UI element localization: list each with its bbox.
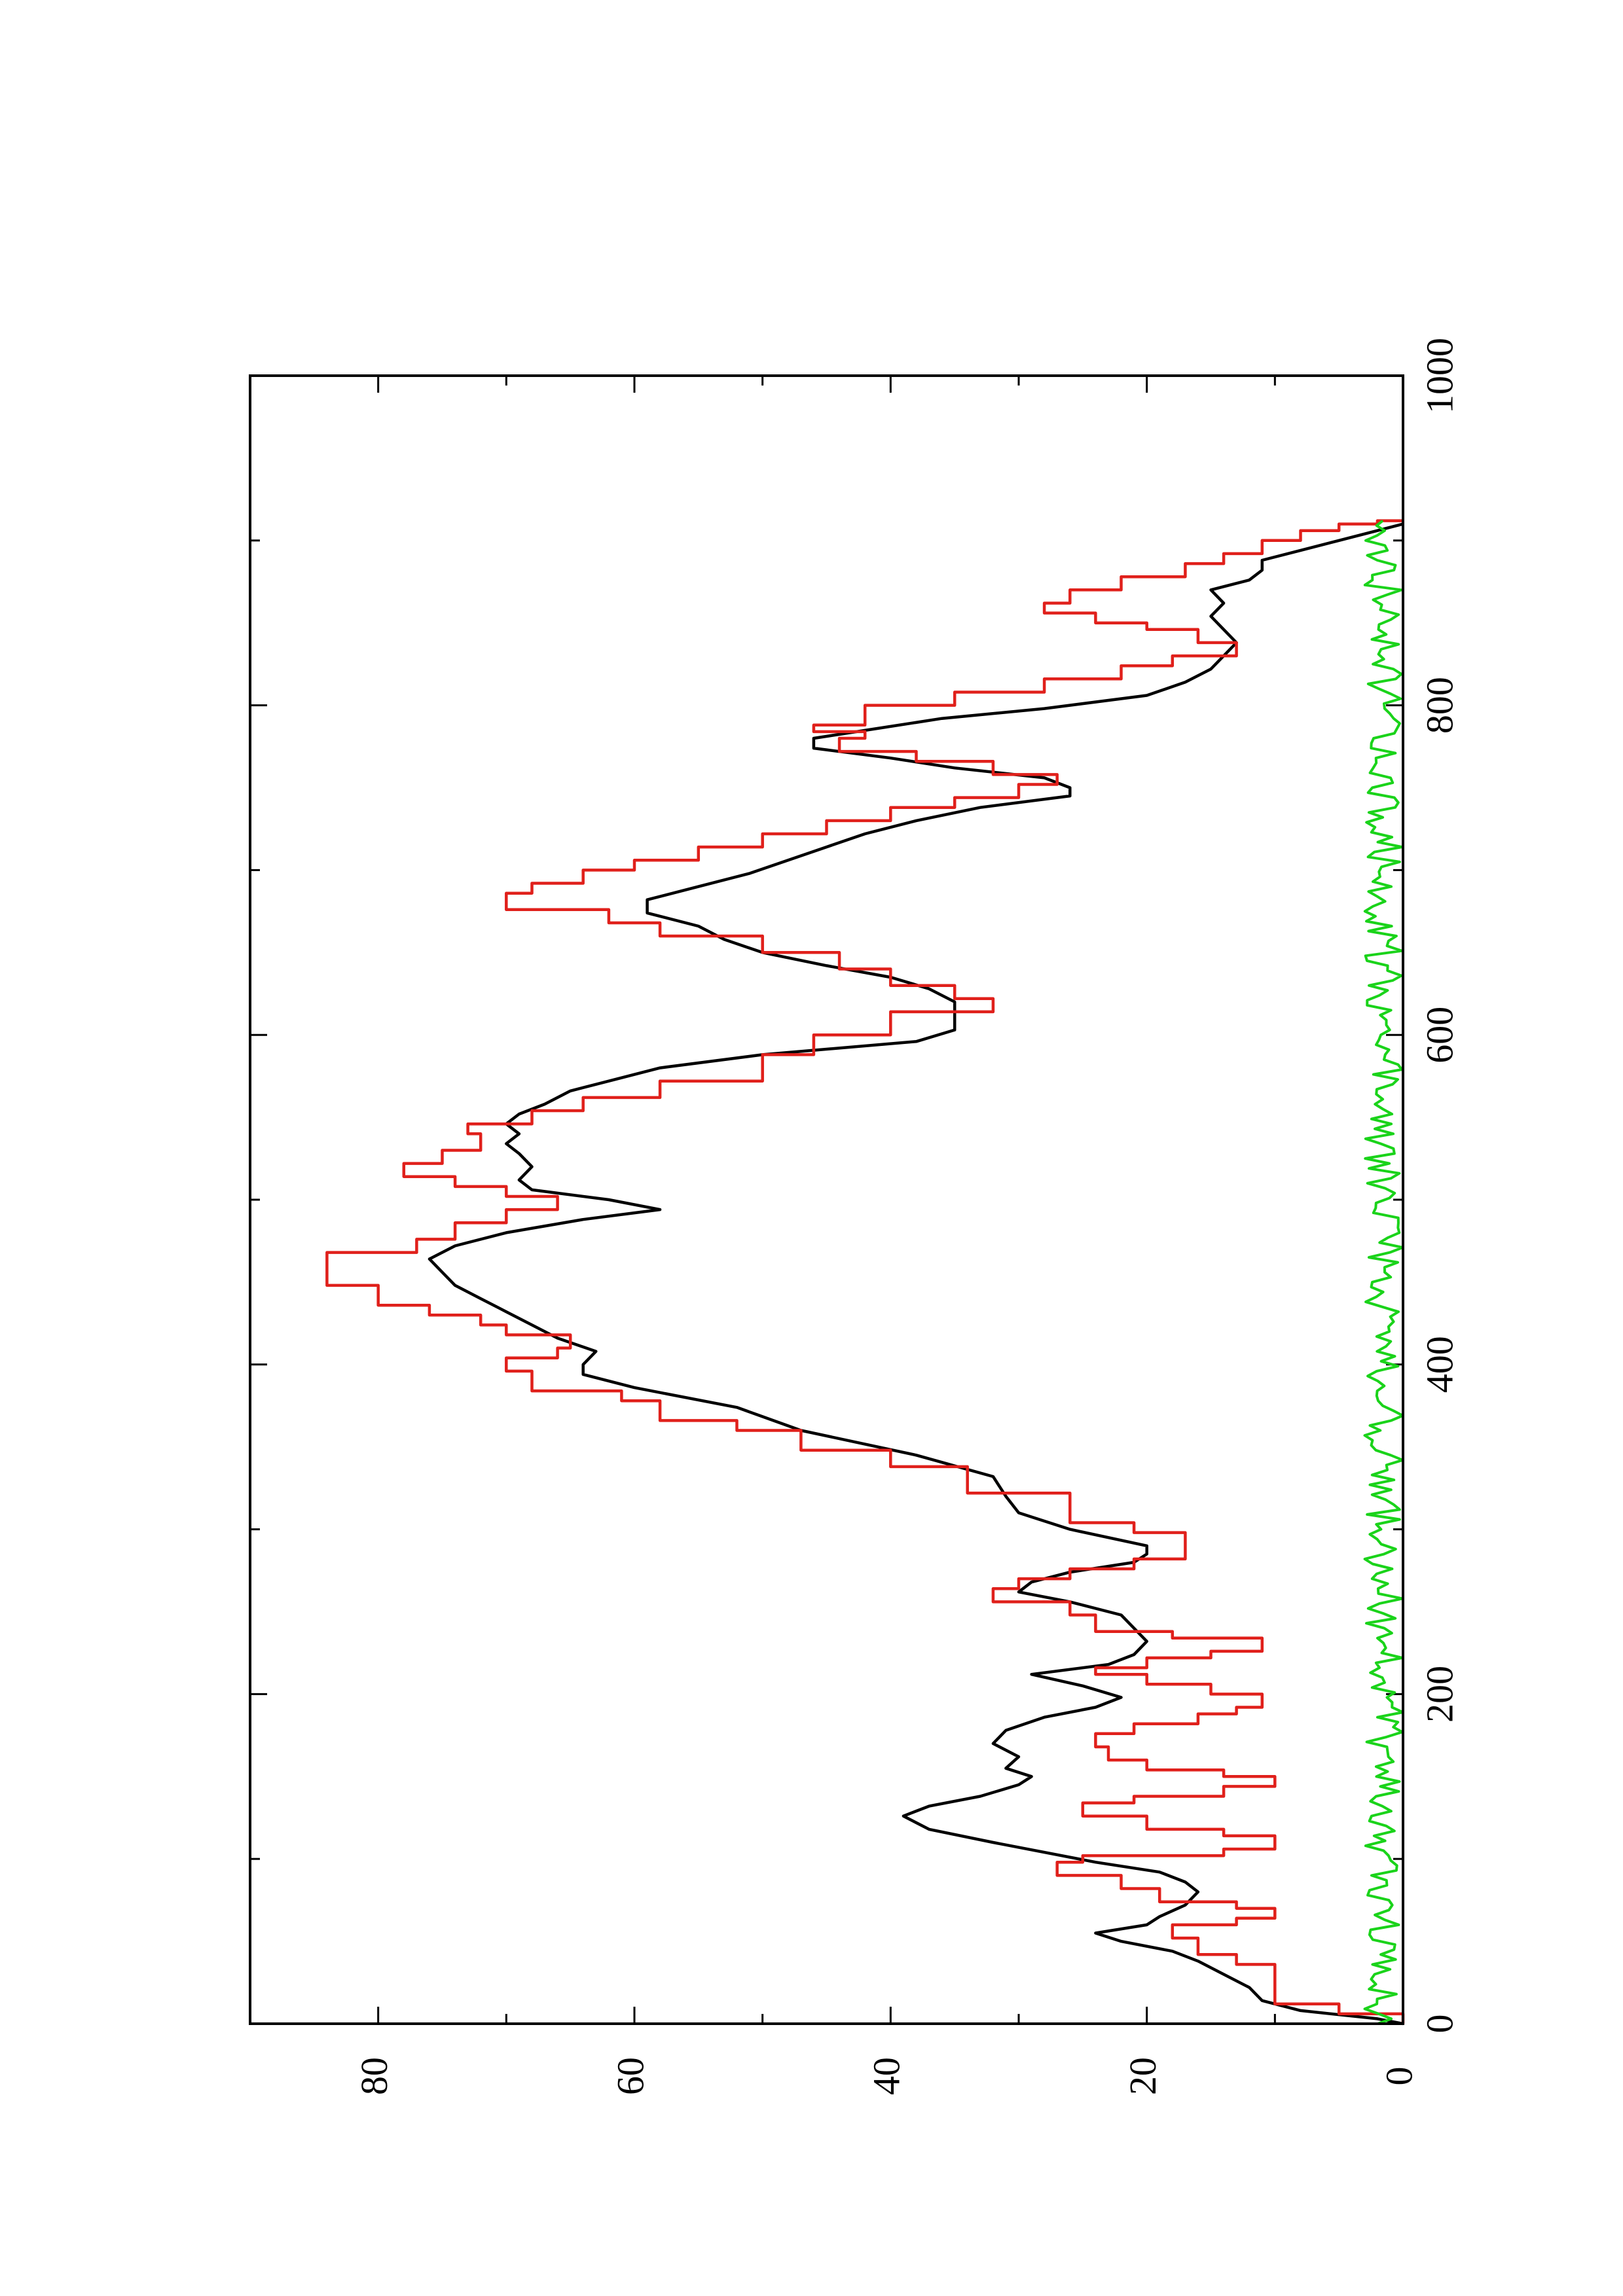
x-tick-label: 0 xyxy=(1418,2015,1461,2034)
series-layer xyxy=(325,519,1405,2026)
series-line-3 xyxy=(1363,520,1404,2025)
tick-labels: 0 200 400 600 800 1000 0 20 40 60 80 xyxy=(353,338,1461,2095)
x-tick-label: 800 xyxy=(1418,677,1461,734)
y-tick-label: 20 xyxy=(1122,2057,1164,2095)
y-tick-label: 80 xyxy=(353,2057,395,2095)
y-tick-label: 60 xyxy=(609,2057,651,2095)
y-tick-label: 40 xyxy=(866,2057,908,2095)
series-line-2 xyxy=(325,519,1405,2024)
x-tick-label: 1000 xyxy=(1418,338,1461,414)
plot-frame xyxy=(249,374,1404,2025)
y-tick-label: 0 xyxy=(1377,2067,1420,2086)
series-line-1 xyxy=(428,522,1404,2026)
x-tick-label: 600 xyxy=(1418,1007,1461,1064)
x-tick-label: 200 xyxy=(1418,1666,1461,1723)
x-tick-label: 400 xyxy=(1418,1336,1461,1393)
